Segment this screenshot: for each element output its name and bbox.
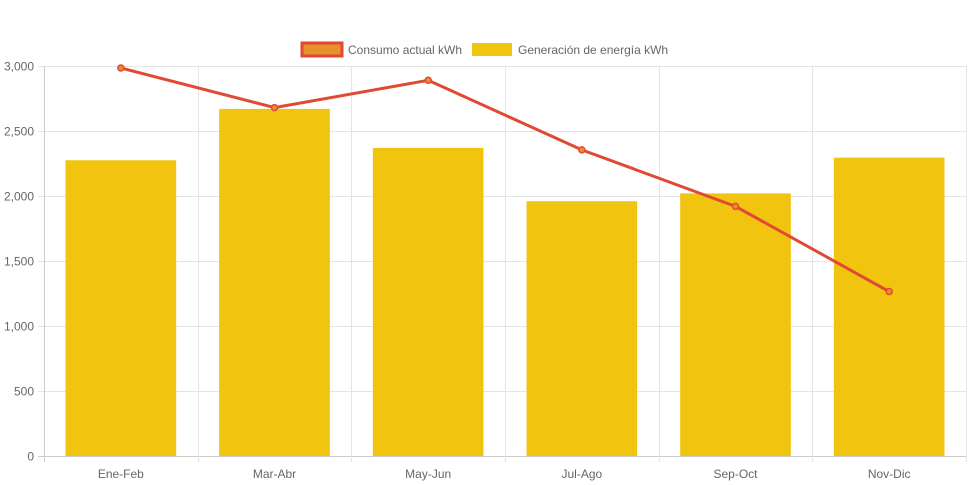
legend-label-consumo: Consumo actual kWh [348, 43, 462, 57]
bar[interactable] [219, 108, 330, 457]
y-tick-label: 0 [27, 450, 34, 464]
bar[interactable] [833, 157, 945, 456]
legend-label-generacion: Generación de energía kWh [518, 43, 668, 57]
legend[interactable]: Consumo actual kWh Generación de energía… [300, 41, 668, 58]
series-line [120, 66, 890, 293]
x-tick-label: Jul-Ago [561, 467, 602, 481]
legend-item-consumo[interactable]: Consumo actual kWh [300, 41, 462, 58]
line-series [117, 64, 893, 296]
line-point[interactable] [270, 103, 279, 112]
line-point[interactable] [424, 76, 432, 85]
line-point[interactable] [731, 202, 740, 211]
bar[interactable] [680, 193, 791, 456]
y-tick-label: 3,000 [4, 60, 34, 74]
y-tick-label: 500 [14, 385, 34, 399]
x-tick-label: Mar-Abr [253, 467, 296, 481]
line-point[interactable] [578, 146, 586, 154]
bar-series [65, 108, 945, 457]
grid [38, 66, 967, 462]
bar[interactable] [65, 160, 177, 456]
legend-swatch-generacion [472, 43, 512, 56]
y-tick-label: 1,500 [4, 255, 34, 269]
legend-item-generacion[interactable]: Generación de energía kWh [472, 43, 668, 57]
line-point[interactable] [117, 64, 125, 72]
y-tick-label: 1,000 [4, 320, 34, 334]
bar[interactable] [372, 147, 484, 456]
x-tick-label: Sep-Oct [713, 467, 758, 481]
legend-swatch-consumo [300, 41, 344, 58]
x-tick-label: Nov-Dic [868, 467, 911, 481]
x-tick-label: May-Jun [405, 467, 451, 481]
x-tick-label: Ene-Feb [98, 467, 144, 481]
line-point[interactable] [885, 287, 893, 296]
axes: 0 500 1,000 1,500 2,000 2,500 3,000 Ene-Feb Mar-… [4, 60, 911, 482]
bar[interactable] [526, 201, 638, 456]
y-tick-label: 2,500 [4, 125, 34, 139]
y-tick-label: 2,000 [4, 190, 34, 204]
